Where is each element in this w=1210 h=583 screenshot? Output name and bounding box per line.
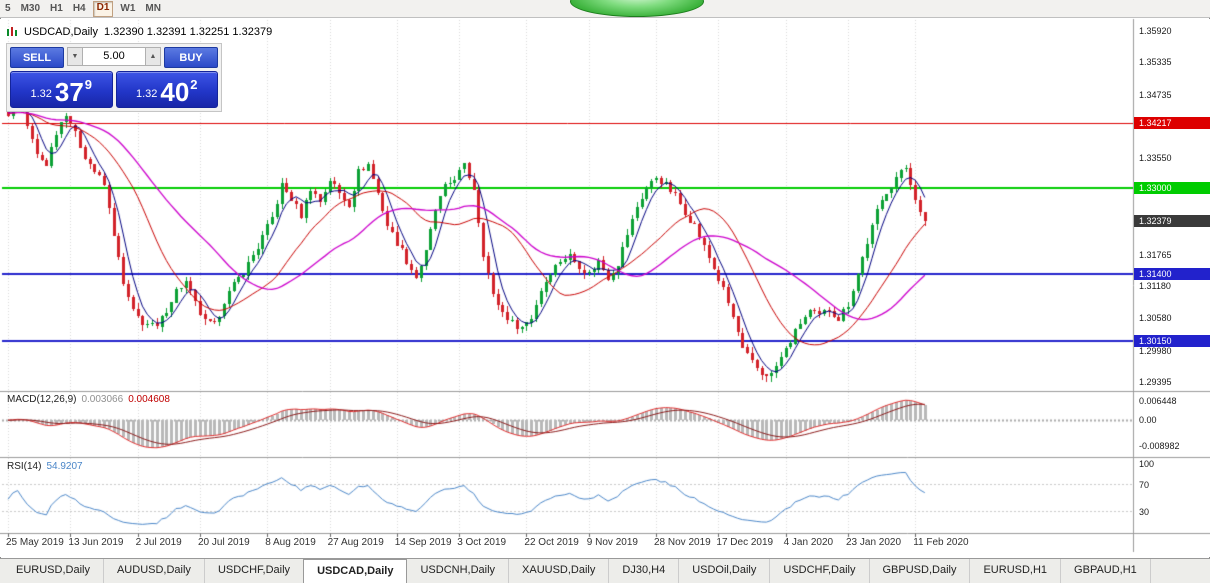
chart-tab-usdcnh-daily[interactable]: USDCNH,Daily (407, 559, 510, 583)
volume-control: ▼ 5.00 ▲ (67, 47, 161, 66)
volume-decrement-icon[interactable]: ▼ (67, 47, 83, 66)
price-line-label: 1.30150 (1134, 335, 1210, 348)
chart-tab-audusd-daily[interactable]: AUDUSD,Daily (104, 559, 205, 583)
timeframe-button-h4[interactable]: H4 (72, 2, 86, 14)
macd-axis-label: 0.00 (1139, 415, 1157, 425)
price-line-label: 1.34217 (1134, 116, 1210, 129)
volume-increment-icon[interactable]: ▲ (145, 47, 161, 66)
chart-tab-usdcad-daily[interactable]: USDCAD,Daily (303, 559, 408, 583)
buy-price-pip: 2 (190, 77, 198, 92)
chart-ohlc-values: 1.32390 1.32391 1.32251 1.32379 (103, 26, 273, 38)
macd-axis-label: 0.006448 (1139, 396, 1177, 407)
sell-price-big: 37 (54, 77, 84, 107)
buy-price-prefix: 1.32 (135, 88, 158, 100)
chart-tab-eurusd-h1[interactable]: EURUSD,H1 (970, 559, 1062, 583)
timeframe-button-m30[interactable]: M30 (20, 2, 41, 14)
time-axis-label: 22 Oct 2019 (524, 537, 579, 548)
time-axis-label: 25 May 2019 (6, 537, 64, 548)
chart-tab-usdchf-daily[interactable]: USDCHF,Daily (770, 559, 870, 583)
chart-tabs-bar: EURUSD,Daily AUDUSD,Daily USDCHF,Daily USDC… (0, 558, 1210, 583)
buy-price-display[interactable]: 1.32 40 2 (115, 71, 218, 108)
price-axis-tick: 1.31180 (1139, 280, 1171, 291)
chart-tab-usdoil-daily[interactable]: USDOil,Daily (679, 559, 771, 583)
time-axis-label: 2 Jul 2019 (135, 537, 182, 548)
time-axis-label: 27 Aug 2019 (327, 537, 384, 548)
chart-tab-eurusd-daily[interactable]: EURUSD,Daily (3, 559, 104, 583)
trade-prices-row: 1.32 37 9 1.32 40 2 (10, 71, 218, 108)
rsi-indicator-label: RSI(14) 54.9207 (7, 461, 83, 472)
price-axis-tick: 1.30580 (1139, 313, 1172, 324)
trade-controls-row: SELL ▼ 5.00 ▲ BUY (10, 47, 218, 68)
price-axis-tick: 1.29395 (1139, 377, 1172, 387)
rsi-value: 54.9207 (46, 461, 83, 472)
chart-tab-usdchf-daily[interactable]: USDCHF,Daily (205, 559, 305, 583)
chart-title: USDCAD,Daily 1.32390 1.32391 1.32251 1.3… (7, 26, 272, 38)
sell-price-pip: 9 (84, 77, 93, 92)
chart-tab-gbpaud-h1[interactable]: GBPAUD,H1 (1061, 559, 1151, 583)
sell-button[interactable]: SELL (10, 47, 64, 68)
chart-icon (7, 26, 18, 38)
buy-price-big: 40 (160, 77, 190, 107)
price-axis-tick: 1.33550 (1139, 153, 1172, 164)
time-axis-label: 8 Aug 2019 (265, 537, 316, 548)
macd-signal-value: 0.004608 (128, 394, 170, 405)
chart-tab-xauusd-daily[interactable]: XAUUSD,Daily (509, 559, 610, 583)
timeframe-button-5[interactable]: 5 (5, 2, 11, 14)
price-axis-tick: 1.34735 (1139, 89, 1172, 100)
macd-name: MACD(12,26,9) (7, 394, 77, 405)
chart-symbol-timeframe: USDCAD,Daily (24, 26, 98, 38)
price-axis-tick: 1.29980 (1139, 345, 1172, 356)
rsi-axis-label: 100 (1139, 459, 1155, 469)
time-axis-label: 17 Dec 2019 (716, 537, 774, 548)
time-axis-label: 20 Jul 2019 (198, 537, 250, 548)
time-axis-label: 11 Feb 2020 (913, 537, 969, 548)
buy-button[interactable]: BUY (164, 47, 218, 68)
price-axis-tick: 1.35920 (1139, 26, 1172, 36)
time-axis-label: 14 Sep 2019 (394, 537, 452, 548)
current-price-label: 1.32379 (1134, 215, 1210, 228)
timeframe-button-w1[interactable]: W1 (120, 2, 136, 14)
time-axis-label: 3 Oct 2019 (457, 537, 507, 548)
rsi-axis-label: 70 (1139, 479, 1150, 490)
macd-axis-label: -0.008982 (1139, 441, 1180, 452)
time-axis-label: 28 Nov 2019 (654, 537, 711, 548)
rsi-name: RSI(14) (7, 461, 42, 472)
price-axis-tick: 1.35335 (1139, 57, 1172, 68)
macd-indicator-label: MACD(12,26,9) 0.003066 0.004608 (7, 394, 170, 405)
chart-tab-gbpusd-daily[interactable]: GBPUSD,Daily (870, 559, 971, 583)
price-line-label: 1.33000 (1134, 182, 1210, 195)
price-axis-tick: 1.31765 (1139, 249, 1172, 260)
sell-price-display[interactable]: 1.32 37 9 (10, 71, 113, 108)
rsi-axis-label: 30 (1139, 507, 1150, 518)
volume-input[interactable]: 5.00 (83, 47, 145, 66)
price-line-label: 1.31400 (1134, 268, 1210, 281)
chart-tab-dj30-h4[interactable]: DJ30,H4 (609, 559, 680, 583)
one-click-trading-panel: SELL ▼ 5.00 ▲ BUY 1.32 37 9 1.32 40 2 (6, 43, 222, 112)
timeframe-button-d1[interactable]: D1 (92, 0, 114, 17)
timeframe-button-mn[interactable]: MN (145, 2, 161, 14)
sell-price-prefix: 1.32 (30, 88, 52, 100)
macd-main-value: 0.003066 (81, 394, 124, 405)
time-axis-label: 9 Nov 2019 (586, 537, 638, 548)
timeframe-button-h1[interactable]: H1 (50, 2, 63, 14)
time-axis-label: 4 Jan 2020 (783, 537, 834, 548)
time-axis-label: 23 Jan 2020 (846, 537, 902, 548)
time-axis-label: 13 Jun 2019 (68, 537, 124, 548)
